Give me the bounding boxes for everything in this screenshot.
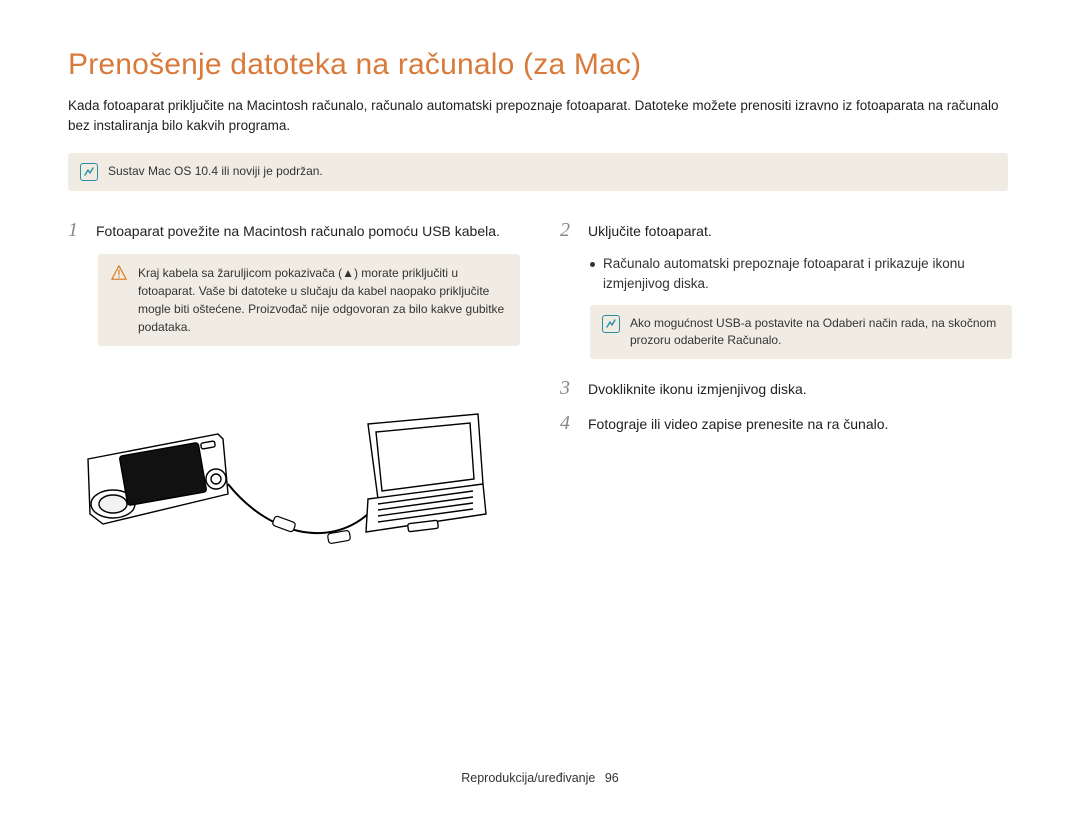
step-text: Dvokliknite ikonu izmjenjivog diska. <box>588 377 807 400</box>
step-text: Fotograje ili video zapise prenesite na … <box>588 412 888 435</box>
step-number: 2 <box>560 219 576 242</box>
bullet-text: Računalo automatski prepoznaje fotoapara… <box>603 254 1012 295</box>
camera-laptop-illustration <box>68 364 488 579</box>
warning-icon <box>110 264 128 282</box>
warning-text: Kraj kabela sa žaruljicom pokazivača (▲)… <box>138 264 508 336</box>
step-4: 4 Fotograje ili video zapise prenesite n… <box>560 412 1012 435</box>
two-column-layout: 1 Fotoaparat povežite na Macintosh račun… <box>68 219 1012 579</box>
step-number: 1 <box>68 219 84 242</box>
step-2: 2 Uključite fotoaparat. <box>560 219 1012 242</box>
page-title: Prenošenje datoteka na računalo (za Mac) <box>68 48 1012 82</box>
step-2-bullet: Računalo automatski prepoznaje fotoapara… <box>590 254 1012 295</box>
usb-mode-text: Ako mogućnost USB-a postavite na Odaberi… <box>630 315 1000 350</box>
step-text: Fotoaparat povežite na Macintosh računal… <box>96 219 500 242</box>
page-number: 96 <box>605 771 619 785</box>
cable-warning-note: Kraj kabela sa žaruljicom pokazivača (▲)… <box>98 254 520 346</box>
step-text: Uključite fotoaparat. <box>588 219 712 242</box>
usb-mode-note: Ako mogućnost USB-a postavite na Odaberi… <box>590 305 1012 360</box>
step-number: 3 <box>560 377 576 400</box>
step-3: 3 Dvokliknite ikonu izmjenjivog diska. <box>560 377 1012 400</box>
info-icon <box>602 315 620 333</box>
manual-page: Prenošenje datoteka na računalo (za Mac)… <box>0 0 1080 579</box>
step-1: 1 Fotoaparat povežite na Macintosh račun… <box>68 219 520 242</box>
intro-paragraph: Kada fotoaparat priključite na Macintosh… <box>68 96 1012 135</box>
step-number: 4 <box>560 412 576 435</box>
page-footer: Reprodukcija/uređivanje 96 <box>0 771 1080 785</box>
left-column: 1 Fotoaparat povežite na Macintosh račun… <box>68 219 520 579</box>
bullet-icon <box>590 262 595 267</box>
info-icon <box>80 163 98 181</box>
os-support-note: Sustav Mac OS 10.4 ili noviji je podržan… <box>68 153 1008 191</box>
os-support-text: Sustav Mac OS 10.4 ili noviji je podržan… <box>108 163 323 180</box>
right-column: 2 Uključite fotoaparat. Računalo automat… <box>560 219 1012 579</box>
footer-section-label: Reprodukcija/uređivanje <box>461 771 595 785</box>
